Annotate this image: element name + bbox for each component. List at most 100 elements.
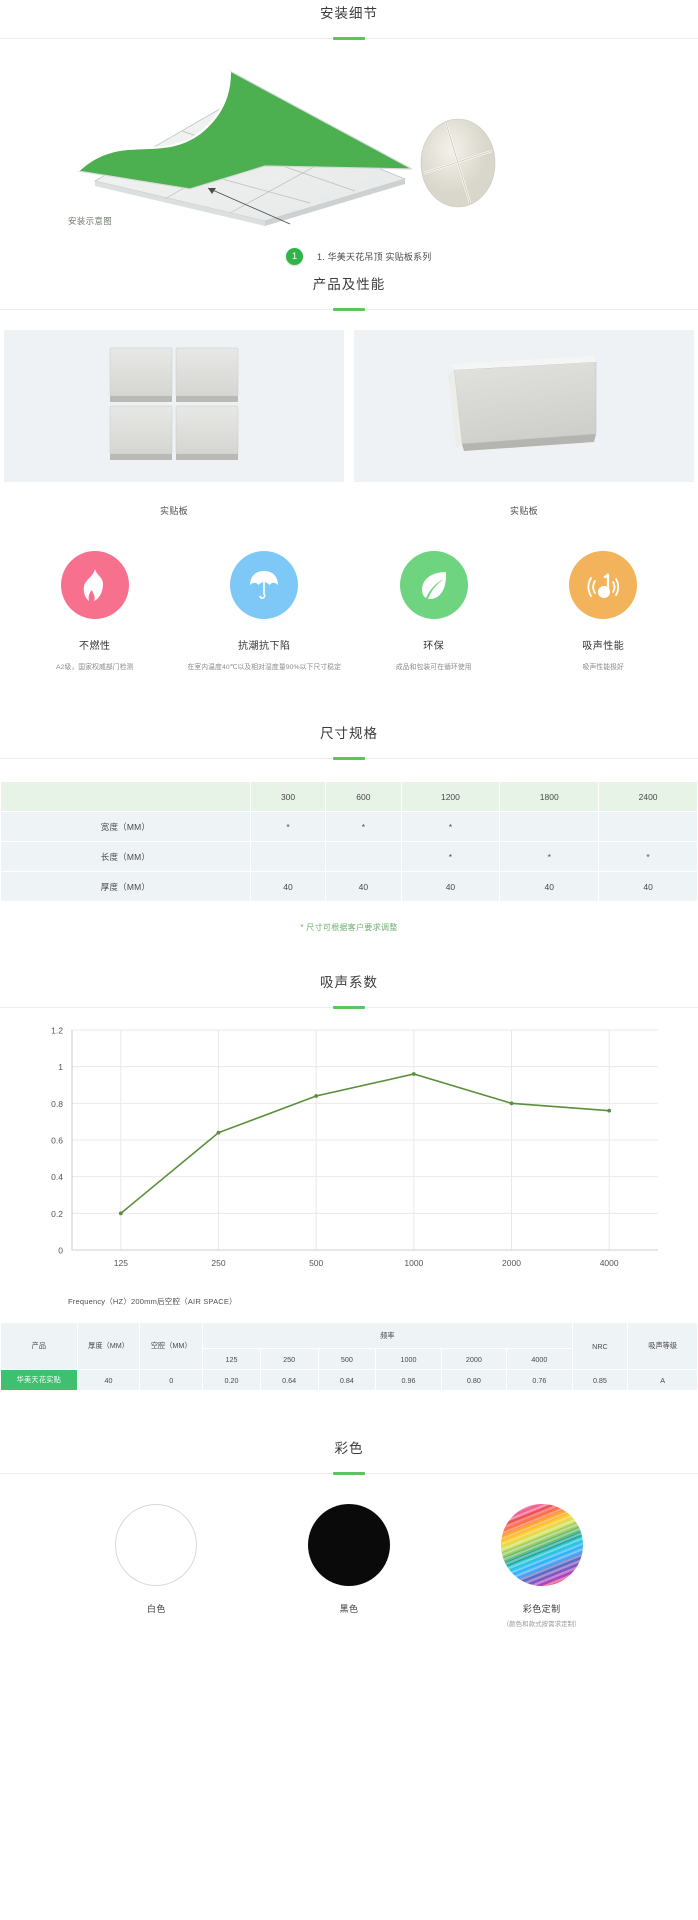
- leaf-icon: [421, 572, 446, 600]
- feature-name: 环保: [423, 641, 445, 652]
- col-grade: 吸声等级: [627, 1322, 698, 1370]
- section-divider: [0, 1007, 698, 1008]
- color-option[interactable]: 彩色定制 （颜色和款式按需求定制）: [445, 1504, 638, 1630]
- svg-text:0.8: 0.8: [51, 1099, 63, 1109]
- feature-icon-circle: [60, 551, 129, 619]
- table-header-row: 300 600 1200 1800 2400: [0, 781, 698, 812]
- svg-text:1000: 1000: [404, 1258, 423, 1268]
- section-title: 安装细节: [320, 6, 378, 21]
- flame-icon: [83, 569, 103, 601]
- svg-text:250: 250: [211, 1258, 225, 1268]
- section-title: 尺寸规格: [320, 726, 378, 741]
- thickness-cell: 40: [76, 1369, 141, 1391]
- absorption-data-table: 产品 厚度（MM） 空腔（MM） 频率 NRC 吸声等级 125 250 500…: [0, 1322, 698, 1391]
- color-sub: （颜色和款式按需求定制）: [502, 1621, 581, 1628]
- freq-header: 1000: [375, 1348, 442, 1370]
- svg-text:1.2: 1.2: [51, 1026, 63, 1036]
- feature-name: 不燃性: [79, 641, 111, 652]
- section-header-product: 产品及性能: [0, 271, 698, 310]
- chart-xlabel: Frequency（HZ）200mm后空腔（AIR SPACE）: [68, 1297, 237, 1306]
- sound-wave-icon: [587, 573, 620, 598]
- col-product: 产品: [0, 1322, 78, 1370]
- table-row: 华美天花实贴 40 0 0.20 0.64 0.84 0.96 0.80 0.7…: [0, 1369, 698, 1391]
- coeff-cell: 0.80: [440, 1369, 508, 1391]
- coeff-cell: 0.20: [202, 1369, 261, 1391]
- row-label: 宽度（MM）: [0, 811, 251, 842]
- feature-desc: 在室内温度40℃以及相对湿度量90%以下尺寸稳定: [187, 664, 342, 671]
- umbrella-icon: [250, 571, 279, 599]
- color-name: 黑色: [339, 1604, 359, 1614]
- svg-text:0: 0: [58, 1246, 63, 1256]
- product-card[interactable]: 实贴板: [4, 330, 344, 517]
- swatch-palette[interactable]: [500, 1504, 583, 1586]
- section-divider: [0, 309, 698, 310]
- product-gallery: 实贴板 实贴板: [0, 330, 698, 517]
- cell: *: [499, 841, 600, 872]
- product-name-cell: 华美天花实贴: [0, 1369, 78, 1391]
- cell: 40: [598, 871, 698, 902]
- coeff-cell: 0.84: [317, 1369, 377, 1391]
- callout-number-badge: 1: [286, 248, 303, 265]
- swatch-black[interactable]: [308, 1504, 390, 1586]
- table-row: 厚度（MM） 40 40 40 40 40: [0, 871, 698, 902]
- install-callout: 1 1. 华美天花吊顶 实贴板系列: [286, 248, 432, 265]
- install-diagram-area: 安装示意图 1 1. 华美天花吊顶 实贴板系列: [0, 39, 698, 271]
- feature-icon-circle: [230, 551, 299, 619]
- section-header-size: 尺寸规格: [0, 720, 698, 759]
- svg-text:0.4: 0.4: [51, 1172, 63, 1182]
- cell: *: [400, 841, 501, 872]
- size-spec-table: 300 600 1200 1800 2400 宽度（MM） * * * 长度（M…: [0, 781, 698, 902]
- feature-item: 抗潮抗下陷 在室内温度40℃以及相对湿度量90%以下尺寸稳定: [180, 551, 350, 674]
- col-nrc: NRC: [571, 1322, 629, 1370]
- cell: 40: [499, 871, 600, 902]
- feature-item: 吸声性能 吸声性能极好: [519, 551, 689, 674]
- color-option[interactable]: 黑色: [253, 1504, 446, 1630]
- coeff-cell: 0.64: [259, 1369, 319, 1391]
- size-col-header: 1800: [499, 781, 600, 812]
- svg-text:1: 1: [58, 1062, 63, 1072]
- section-header-install: 安装细节: [0, 0, 698, 39]
- color-palette-icon: [500, 1504, 583, 1586]
- svg-text:500: 500: [309, 1258, 323, 1268]
- product-image-box: [354, 330, 694, 482]
- feature-list: 不燃性 A2级，国家权威部门检测 抗潮抗下陷 在室内温度40℃以及相对湿度量90…: [0, 551, 698, 674]
- freq-header: 125: [202, 1348, 261, 1370]
- table-header-row: 产品 厚度（MM） 空腔（MM） 频率 NRC 吸声等级: [0, 1322, 698, 1370]
- svg-text:0.2: 0.2: [51, 1209, 63, 1219]
- cell: 40: [400, 871, 501, 902]
- feature-icon-circle: [399, 551, 468, 619]
- color-options: 白色 黑色 彩色定制 （颜色和款式按需求定制）: [0, 1504, 698, 1630]
- cell: [325, 841, 402, 872]
- section-header-color: 彩色: [0, 1435, 698, 1474]
- feature-name: 抗潮抗下陷: [238, 641, 291, 652]
- table-row: 宽度（MM） * * *: [0, 811, 698, 842]
- feature-desc: 吸声性能极好: [582, 664, 624, 671]
- product-card[interactable]: 实贴板: [354, 330, 694, 517]
- feature-name: 吸声性能: [582, 641, 625, 652]
- col-thickness: 厚度（MM）: [76, 1322, 141, 1370]
- freq-header: 500: [317, 1348, 377, 1370]
- cell: [499, 811, 600, 842]
- section-title: 彩色: [334, 1441, 364, 1456]
- coeff-cell: 0.76: [506, 1369, 573, 1391]
- svg-text:4000: 4000: [600, 1258, 619, 1268]
- color-option[interactable]: 白色: [60, 1504, 253, 1630]
- section-header-absorption: 吸声系数: [0, 969, 698, 1008]
- cell: *: [249, 811, 327, 842]
- size-col-header: 1200: [400, 781, 501, 812]
- section-divider: [0, 758, 698, 759]
- panel-closeup-disc: [420, 118, 496, 208]
- product-image-box: [4, 330, 344, 482]
- single-panel-image: [448, 356, 597, 451]
- feature-item: 环保 成品和包装可在循环使用: [349, 551, 519, 674]
- absorption-line-chart: 0 0.2 0.4 0.6 0.8 1 1.2 125 250 500 1000 2000 4000: [51, 1026, 658, 1268]
- table-row: 长度（MM） * * *: [0, 841, 698, 872]
- cell: *: [400, 811, 501, 842]
- swatch-white[interactable]: [115, 1504, 198, 1586]
- cell: 40: [249, 871, 327, 902]
- size-corner-cell: [0, 781, 251, 812]
- freq-header: 4000: [506, 1348, 573, 1370]
- size-table-note: * 尺寸可根据客户要求调整: [300, 923, 398, 932]
- feature-desc: A2级，国家权威部门检测: [56, 664, 134, 671]
- cavity-cell: 0: [139, 1369, 204, 1391]
